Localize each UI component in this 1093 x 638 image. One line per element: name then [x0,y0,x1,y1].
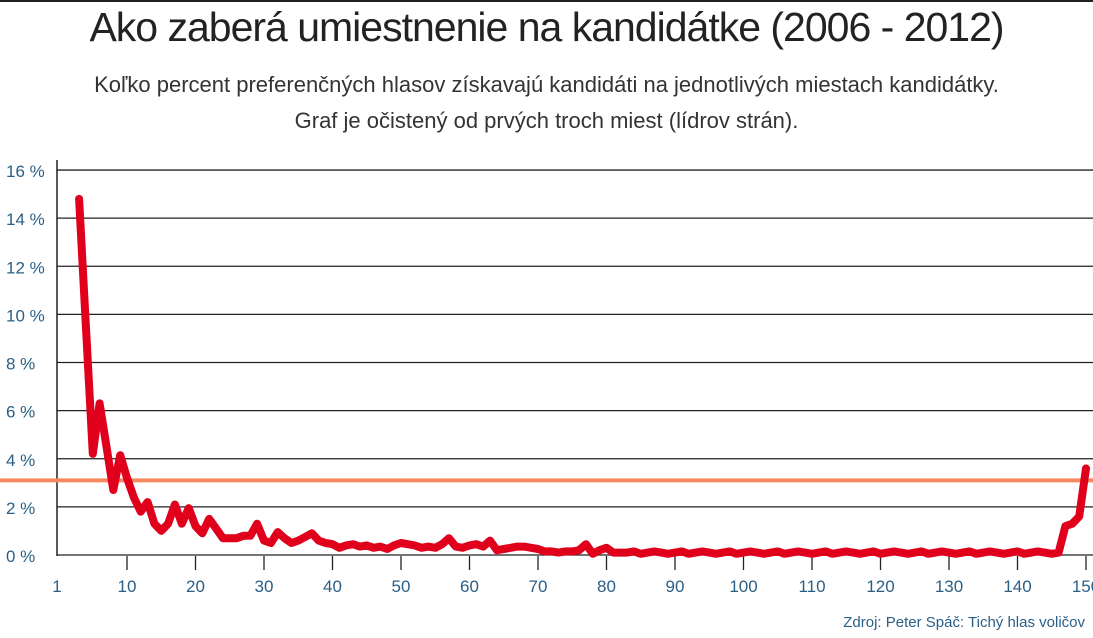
x-tick-label: 90 [666,577,685,596]
y-tick-label: 12 % [6,258,45,277]
chart-title: Ako zaberá umiestnenie na kandidátke (20… [89,4,1004,50]
x-tick-label: 10 [118,577,137,596]
x-tick-label: 150 [1072,577,1093,596]
x-tick-label: 140 [1003,577,1031,596]
x-tick-label: 1 [52,577,61,596]
y-tick-label: 0 % [6,547,35,566]
top-rule [0,0,1093,2]
x-tick-label: 100 [729,577,757,596]
x-tick-label: 130 [935,577,963,596]
x-tick-label: 110 [798,577,825,596]
y-tick-label: 14 % [6,210,45,229]
y-tick-label: 16 % [6,162,45,181]
chart-subtitle: Koľko percent preferenčných hlasov získa… [94,72,999,97]
x-tick-label: 40 [323,577,342,596]
x-tick-label: 30 [255,577,274,596]
chart-subtitle-note: Graf je očistený od prvých troch miest (… [294,108,799,133]
x-tick-label: 120 [866,577,894,596]
x-tick-label: 60 [460,577,479,596]
x-tick-label: 50 [392,577,411,596]
source-note: Zdroj: Peter Spáč: Tichý hlas voličov [843,614,1085,631]
x-tick-label: 80 [597,577,616,596]
y-tick-label: 10 % [6,306,45,325]
y-tick-label: 4 % [6,451,35,470]
series-line [75,194,1090,558]
y-tick-label: 6 % [6,403,35,422]
x-tick-label: 20 [186,577,205,596]
y-tick-label: 2 % [6,499,35,518]
y-tick-label: 8 % [6,355,35,374]
x-tick-label: 70 [529,577,548,596]
